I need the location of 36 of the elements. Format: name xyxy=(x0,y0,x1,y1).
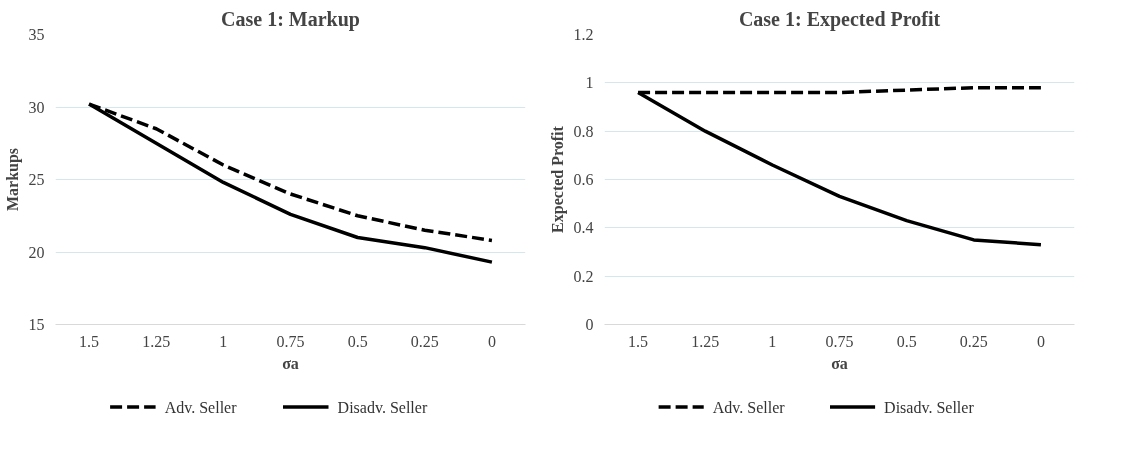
y-tick-label: 0.8 xyxy=(573,122,594,140)
y-tick-label: 1.2 xyxy=(573,26,594,43)
y-tick-label: 25 xyxy=(28,171,45,188)
x-tick-label: 1.25 xyxy=(691,332,720,350)
chart-title: Case 1: Markup xyxy=(221,7,360,31)
y-tick-label: 30 xyxy=(28,98,45,116)
x-tick-label: 1.25 xyxy=(142,332,171,350)
chart-title: Case 1: Expected Profit xyxy=(738,7,941,31)
y-tick-label: 1 xyxy=(585,74,594,92)
legend-label: Disadv. Seller xyxy=(337,398,428,416)
y-tick-label: 0.4 xyxy=(573,219,594,237)
y-axis-title: Expected Profit xyxy=(548,125,567,233)
x-tick-label: 1 xyxy=(768,332,777,350)
x-tick-label: 0.75 xyxy=(276,332,305,350)
y-tick-label: 20 xyxy=(28,243,45,261)
legend-label: Adv. Seller xyxy=(164,398,238,416)
x-tick-label: 0.25 xyxy=(959,332,988,350)
x-tick-label: 0.75 xyxy=(825,332,854,350)
x-axis-title: σa xyxy=(282,354,299,372)
x-tick-label: 0 xyxy=(1036,332,1045,350)
y-axis-title: Markups xyxy=(3,147,22,212)
x-tick-label: 0.5 xyxy=(896,332,917,350)
x-tick-label: 1.5 xyxy=(628,332,649,350)
x-axis-title: σa xyxy=(831,354,848,372)
x-tick-label: 0 xyxy=(487,332,496,350)
x-tick-label: 1 xyxy=(219,332,228,350)
y-tick-label: 15 xyxy=(28,316,45,333)
x-tick-label: 0.5 xyxy=(347,332,368,350)
y-tick-label: 0 xyxy=(585,316,594,333)
legend-label: Disadv. Seller xyxy=(884,398,975,416)
y-tick-label: 35 xyxy=(28,26,45,43)
x-tick-label: 0.25 xyxy=(410,332,439,350)
x-tick-label: 1.5 xyxy=(79,332,100,350)
legend-label: Adv. Seller xyxy=(712,398,786,416)
y-tick-label: 0.6 xyxy=(573,171,594,188)
y-tick-label: 0.2 xyxy=(573,267,594,285)
